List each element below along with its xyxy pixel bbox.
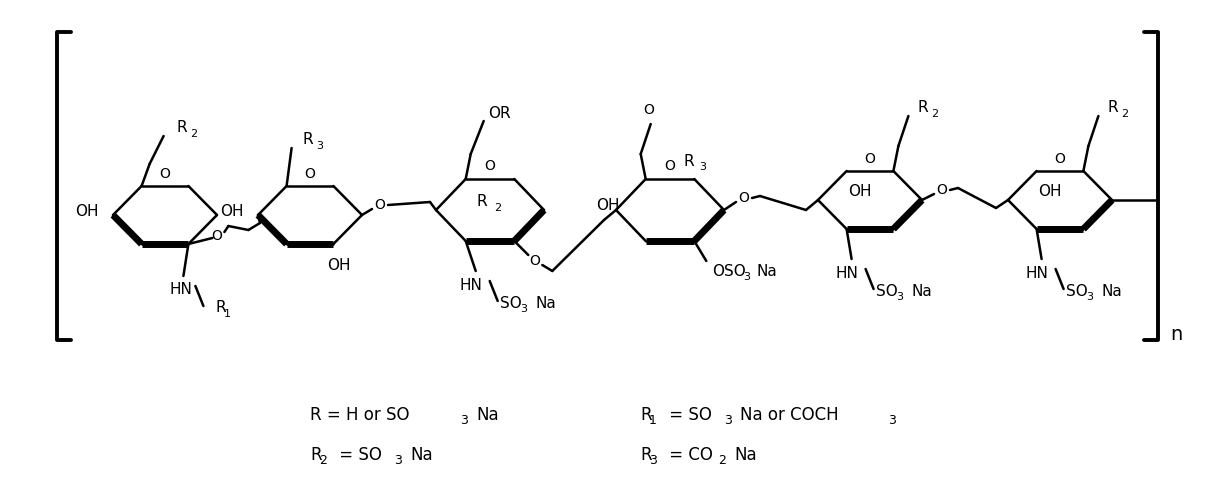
Text: OH: OH xyxy=(75,203,98,219)
Text: O: O xyxy=(375,198,385,212)
Text: R = H or SO: R = H or SO xyxy=(310,406,409,424)
Text: = SO: = SO xyxy=(664,406,711,424)
Text: 3: 3 xyxy=(699,162,705,172)
Text: = CO: = CO xyxy=(664,446,713,464)
Text: O: O xyxy=(664,159,675,173)
Text: R: R xyxy=(302,133,313,148)
Text: 3: 3 xyxy=(743,272,750,282)
Text: 3: 3 xyxy=(521,304,527,314)
Text: = SO: = SO xyxy=(334,446,382,464)
Text: Na or COCH: Na or COCH xyxy=(741,406,839,424)
Text: OR: OR xyxy=(488,105,511,120)
Text: R: R xyxy=(477,194,487,210)
Text: 2: 2 xyxy=(494,203,501,213)
Text: Na: Na xyxy=(410,446,432,464)
Text: SO: SO xyxy=(1066,283,1088,299)
Text: O: O xyxy=(936,183,947,197)
Text: SO: SO xyxy=(875,283,897,299)
Text: HN: HN xyxy=(460,277,483,293)
Text: HN: HN xyxy=(1026,265,1049,280)
Text: Na: Na xyxy=(756,263,777,278)
Text: O: O xyxy=(864,152,875,166)
Text: 3: 3 xyxy=(649,454,657,468)
Text: OH: OH xyxy=(327,258,350,273)
Text: 3: 3 xyxy=(896,292,903,302)
Text: Na: Na xyxy=(912,283,932,299)
Text: 2: 2 xyxy=(717,454,726,468)
Text: O: O xyxy=(211,229,222,243)
Text: R: R xyxy=(640,406,652,424)
Text: R: R xyxy=(215,301,226,316)
Text: Na: Na xyxy=(1101,283,1123,299)
Text: O: O xyxy=(159,167,170,181)
Text: OH: OH xyxy=(1038,184,1062,199)
Text: O: O xyxy=(529,254,540,268)
Text: 3: 3 xyxy=(889,414,896,427)
Text: n: n xyxy=(1170,326,1182,344)
Text: O: O xyxy=(643,103,654,117)
Text: 3: 3 xyxy=(395,454,402,468)
Text: OH: OH xyxy=(596,198,620,214)
Text: O: O xyxy=(305,167,316,181)
Text: 3: 3 xyxy=(724,414,732,427)
Text: 2: 2 xyxy=(319,454,327,468)
Text: Na: Na xyxy=(535,296,556,311)
Text: R: R xyxy=(310,446,322,464)
Text: OH: OH xyxy=(220,203,244,219)
Text: 3: 3 xyxy=(316,141,323,151)
Text: O: O xyxy=(738,191,749,205)
Text: 1: 1 xyxy=(649,414,657,427)
Text: 3: 3 xyxy=(460,414,467,427)
Text: R: R xyxy=(683,154,694,168)
Text: Na: Na xyxy=(734,446,756,464)
Text: HN: HN xyxy=(835,265,858,280)
Text: HN: HN xyxy=(170,282,192,298)
Text: O: O xyxy=(484,159,495,173)
Text: O: O xyxy=(1055,152,1066,166)
Text: 1: 1 xyxy=(223,309,231,319)
Text: 2: 2 xyxy=(1121,109,1128,119)
Text: 2: 2 xyxy=(931,109,938,119)
Text: OH: OH xyxy=(849,184,872,199)
Text: R: R xyxy=(917,100,927,115)
Text: SO: SO xyxy=(500,296,522,311)
Text: OSO: OSO xyxy=(713,263,747,278)
Text: R: R xyxy=(640,446,652,464)
Text: R: R xyxy=(176,120,187,136)
Text: 3: 3 xyxy=(1087,292,1093,302)
Text: Na: Na xyxy=(476,406,499,424)
Text: 2: 2 xyxy=(191,129,197,139)
Text: R: R xyxy=(1107,100,1118,115)
